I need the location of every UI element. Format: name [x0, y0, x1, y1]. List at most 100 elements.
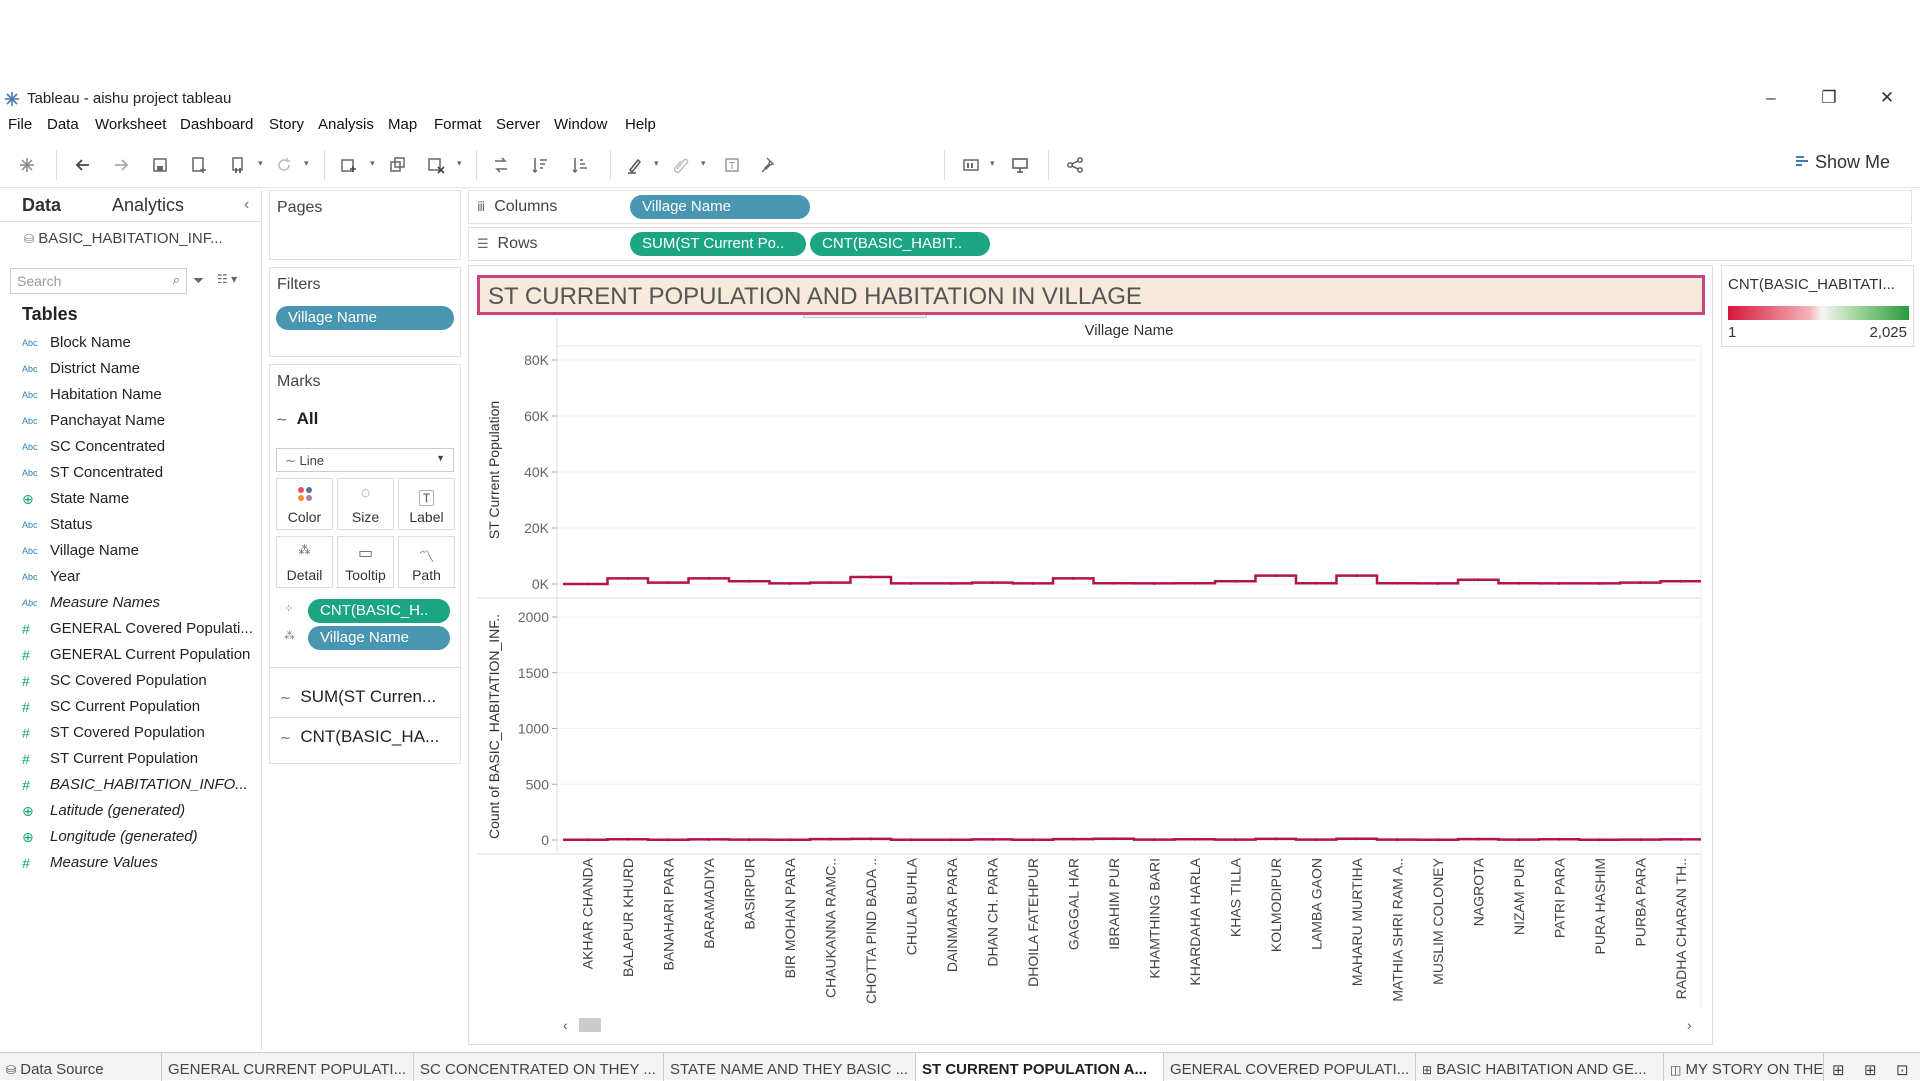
field-item[interactable]: # SC Current Population — [22, 698, 200, 720]
scroll-left-icon[interactable]: ‹ — [563, 1017, 568, 1033]
data-point[interactable] — [707, 837, 711, 841]
refresh-icon[interactable] — [271, 152, 297, 178]
field-item[interactable]: # GENERAL Current Population — [22, 646, 250, 668]
undo-icon[interactable] — [70, 152, 96, 178]
redo-icon[interactable] — [108, 152, 134, 178]
menu-server[interactable]: Server — [496, 116, 541, 133]
field-item[interactable]: Abc ST Concentrated — [22, 464, 163, 486]
data-point[interactable] — [828, 837, 832, 841]
data-point[interactable] — [1355, 837, 1359, 841]
menu-help[interactable]: Help — [625, 116, 656, 133]
line-chart[interactable]: Village Name 80K 60K 40K 20K 0K ST Current Pop… — [469, 318, 1712, 1044]
data-point[interactable] — [747, 579, 751, 583]
tab-data[interactable]: Data — [22, 195, 62, 215]
data-point[interactable] — [788, 838, 792, 842]
menu-story[interactable]: Story — [269, 116, 305, 133]
data-point[interactable] — [788, 581, 792, 585]
field-item[interactable]: # BASIC_HABITATION_INFO... — [22, 776, 248, 798]
tab-analytics[interactable]: Analytics — [112, 195, 185, 215]
data-point[interactable] — [1274, 837, 1278, 841]
data-point[interactable] — [869, 575, 873, 579]
field-item[interactable]: Abc Measure Names — [22, 594, 160, 616]
filters-shelf[interactable]: Filters Village Name — [269, 267, 461, 357]
data-point[interactable] — [1395, 581, 1399, 585]
data-point[interactable] — [990, 837, 994, 841]
rows-shelf[interactable]: ☰ Rows SUM(ST Current Po.. CNT(BASIC_HAB… — [468, 227, 1912, 261]
data-point[interactable] — [585, 582, 589, 586]
field-item[interactable]: Abc Block Name — [22, 334, 131, 356]
new-dashboard-icon[interactable]: ⊞ — [1864, 1062, 1877, 1079]
duplicate-sheet-icon[interactable] — [385, 152, 411, 178]
data-point[interactable] — [1598, 581, 1602, 585]
color-legend[interactable]: CNT(BASIC_HABITATI... 1 2,025 — [1721, 265, 1914, 347]
marks-color-button[interactable]: Color — [276, 478, 333, 530]
pause-updates-icon[interactable] — [225, 152, 251, 178]
data-point[interactable] — [1557, 581, 1561, 585]
field-item[interactable]: Abc Habitation Name — [22, 386, 162, 408]
field-item[interactable]: # ST Covered Population — [22, 724, 205, 746]
menu-format[interactable]: Format — [434, 116, 482, 133]
data-point[interactable] — [1314, 838, 1318, 842]
sort-descending-icon[interactable] — [567, 152, 593, 178]
data-point[interactable] — [626, 576, 630, 580]
data-point[interactable] — [950, 838, 954, 842]
view-options-icon[interactable]: ☷ ▾ — [217, 272, 238, 286]
marks-detail-button[interactable]: ⁂ Detail — [276, 536, 333, 588]
series-line[interactable] — [563, 837, 1701, 842]
show-cards-icon[interactable] — [958, 152, 984, 178]
save-icon[interactable] — [147, 152, 173, 178]
menu-worksheet[interactable]: Worksheet — [95, 116, 167, 133]
field-item[interactable]: # SC Covered Population — [22, 672, 207, 694]
field-item[interactable]: Abc District Name — [22, 360, 140, 382]
data-point[interactable] — [950, 581, 954, 585]
close-button[interactable]: ✕ — [1879, 88, 1895, 107]
field-item[interactable]: Abc Status — [22, 516, 93, 538]
marks-measure-st-current[interactable]: ∼ SUM(ST Curren... — [280, 687, 437, 706]
field-item[interactable]: Abc Village Name — [22, 542, 139, 564]
scroll-right-icon[interactable]: › — [1687, 1017, 1692, 1033]
data-point[interactable] — [909, 581, 913, 585]
data-point[interactable] — [666, 581, 670, 585]
sheet-tab[interactable]: GENERAL COVERED POPULATI... — [1164, 1053, 1416, 1081]
sheet-tab[interactable]: STATE NAME AND THEY BASIC ... — [664, 1053, 916, 1081]
data-point[interactable] — [1517, 581, 1521, 585]
collapse-pane-icon[interactable]: ‹ — [244, 196, 250, 213]
data-point[interactable] — [747, 838, 751, 842]
group-members-icon[interactable] — [668, 152, 694, 178]
show-mark-labels-icon[interactable]: T — [719, 152, 745, 178]
data-point[interactable] — [1517, 838, 1521, 842]
field-item[interactable]: Abc Year — [22, 568, 80, 590]
field-item[interactable]: ⊕ Longitude (generated) — [22, 828, 198, 850]
rows-pill-st-current[interactable]: SUM(ST Current Po.. — [630, 232, 806, 256]
scrollbar-thumb[interactable] — [579, 1018, 601, 1032]
sort-ascending-icon[interactable] — [527, 152, 553, 178]
data-point[interactable] — [1193, 581, 1197, 585]
data-point[interactable] — [1071, 837, 1075, 841]
data-point[interactable] — [1476, 578, 1480, 582]
data-point[interactable] — [1233, 838, 1237, 842]
data-point[interactable] — [1233, 579, 1237, 583]
new-story-icon[interactable]: ⊡ — [1896, 1062, 1909, 1079]
tableau-home-icon[interactable] — [14, 152, 40, 178]
data-point[interactable] — [1152, 581, 1156, 585]
menu-dashboard[interactable]: Dashboard — [180, 116, 254, 133]
menu-file[interactable]: File — [8, 116, 33, 133]
dashboard-tab[interactable]: ⊞ BASIC HABITATION AND GE... — [1416, 1053, 1664, 1081]
story-tab[interactable]: ◫ MY STORY ON THE — [1664, 1053, 1824, 1081]
field-item[interactable]: # Measure Values — [22, 854, 158, 876]
marks-all-row[interactable]: ∼ All — [276, 409, 319, 428]
new-worksheet-icon[interactable]: ⊞ — [1832, 1062, 1845, 1079]
mark-type-dropdown[interactable]: ∼ Line ▼ — [276, 448, 454, 472]
data-point[interactable] — [1355, 574, 1359, 578]
data-point[interactable] — [909, 838, 913, 842]
sheet-tab[interactable]: GENERAL CURRENT POPULATI... — [162, 1053, 414, 1081]
menu-data[interactable]: Data — [47, 116, 79, 133]
sheet-tab[interactable]: SC CONCENTRATED ON THEY ... — [414, 1053, 664, 1081]
data-point[interactable] — [1638, 838, 1642, 842]
data-point[interactable] — [1314, 581, 1318, 585]
search-input[interactable]: Search ⌕ — [10, 268, 187, 294]
dropdown-arrow-icon[interactable]: ▾ — [370, 158, 375, 168]
datasource-item[interactable]: ⛁ BASIC_HABITATION_INF... — [24, 230, 223, 247]
data-point[interactable] — [1031, 838, 1035, 842]
data-point[interactable] — [1274, 574, 1278, 578]
